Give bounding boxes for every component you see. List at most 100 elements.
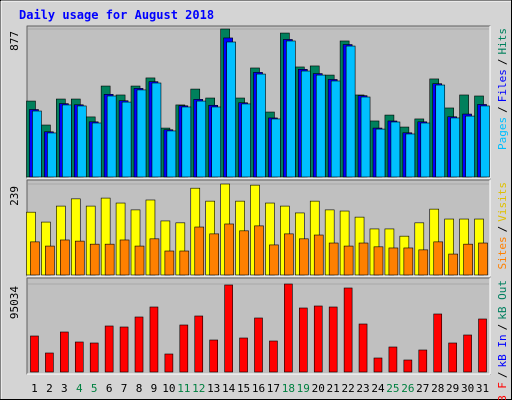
legend-entry: Sites <box>496 236 509 269</box>
x-tick-label: 7 <box>121 382 128 395</box>
bar <box>284 233 294 276</box>
bar <box>60 239 70 276</box>
bar <box>134 316 144 373</box>
bar <box>343 287 353 373</box>
bar <box>271 118 281 178</box>
bar <box>134 245 145 276</box>
bar <box>435 84 446 178</box>
bar <box>119 239 130 276</box>
legend-entry: Visits <box>496 182 509 222</box>
bar <box>360 96 371 178</box>
x-tick-label: 4 <box>76 382 83 395</box>
bar <box>74 341 84 373</box>
x-tick-label: 1 <box>31 382 38 395</box>
legend-separator: / <box>496 324 509 331</box>
bar <box>313 234 324 276</box>
x-tick-label: 26 <box>401 382 414 395</box>
bar <box>45 245 55 276</box>
legend-separator: / <box>496 106 509 113</box>
bar <box>388 346 398 373</box>
bar <box>224 284 233 373</box>
bar <box>433 313 443 373</box>
x-tick-label: 10 <box>162 382 175 395</box>
bar <box>358 242 369 276</box>
x-tick-label: 30 <box>461 382 474 395</box>
bar <box>330 80 341 178</box>
bar <box>211 106 221 178</box>
legend: Pages / Files / Hits <box>496 28 509 150</box>
bar <box>403 359 413 373</box>
bar <box>328 242 339 276</box>
x-tick-label: 9 <box>151 382 158 395</box>
bar <box>375 128 386 178</box>
bar <box>166 130 177 178</box>
bar <box>313 305 323 373</box>
bar <box>91 122 102 178</box>
bar <box>74 240 85 276</box>
bar <box>373 357 383 373</box>
chart-title: Daily usage for August 2018 <box>19 8 214 22</box>
bar <box>239 337 248 373</box>
bar <box>420 122 431 178</box>
bar <box>328 306 338 373</box>
x-tick-label: 24 <box>371 382 385 395</box>
legend: kB F / kB In / kB Out <box>496 280 509 400</box>
bar <box>45 352 54 373</box>
x-tick-label: 29 <box>446 382 459 395</box>
x-tick-label: 5 <box>91 382 98 395</box>
bar <box>284 283 293 373</box>
bar <box>32 110 42 178</box>
bar <box>30 335 39 373</box>
x-tick-label: 20 <box>312 382 325 395</box>
bar <box>358 323 368 373</box>
x-tick-label: 25 <box>386 382 399 395</box>
bar <box>179 250 190 276</box>
bar <box>224 223 234 276</box>
x-tick-label: 2 <box>46 382 53 395</box>
bar <box>62 104 72 178</box>
bar <box>299 238 309 276</box>
bar <box>254 225 264 276</box>
bar <box>164 250 175 276</box>
bar <box>256 73 266 178</box>
y-max-label: 877 <box>8 31 21 51</box>
x-tick-label: 27 <box>416 382 429 395</box>
bar <box>76 105 87 178</box>
x-tick-label: 3 <box>61 382 68 395</box>
bar <box>119 326 129 373</box>
bar <box>345 45 356 178</box>
x-tick-label: 19 <box>297 382 310 395</box>
legend-entry: Hits <box>496 28 509 55</box>
legend-separator: / <box>496 372 509 379</box>
bar <box>480 105 490 178</box>
bar <box>301 70 311 178</box>
bar <box>465 115 475 178</box>
legend-entry: kB Out <box>496 280 509 320</box>
bar <box>209 233 219 276</box>
bar <box>239 230 249 276</box>
legend-entry: kB F <box>496 382 509 400</box>
bar <box>405 133 416 178</box>
bar <box>47 132 57 178</box>
y-max-label: 95034 <box>8 286 21 319</box>
bar <box>478 318 487 373</box>
x-tick-label: 16 <box>252 382 265 395</box>
bar <box>388 247 399 276</box>
y-max-label: 239 <box>8 186 21 206</box>
bar <box>286 40 296 178</box>
bar <box>121 101 132 178</box>
x-tick-label: 23 <box>356 382 369 395</box>
bar <box>104 243 115 276</box>
bar <box>30 241 40 276</box>
x-tick-label: 21 <box>327 382 340 395</box>
x-tick-label: 6 <box>106 382 113 395</box>
x-tick-label: 14 <box>222 382 236 395</box>
bar <box>478 242 488 276</box>
x-tick-label: 13 <box>207 382 220 395</box>
bar <box>269 244 279 276</box>
bar <box>254 317 263 373</box>
bar <box>89 243 100 276</box>
legend-entry: Pages <box>496 117 509 150</box>
bar <box>89 342 99 373</box>
bar <box>463 334 472 373</box>
